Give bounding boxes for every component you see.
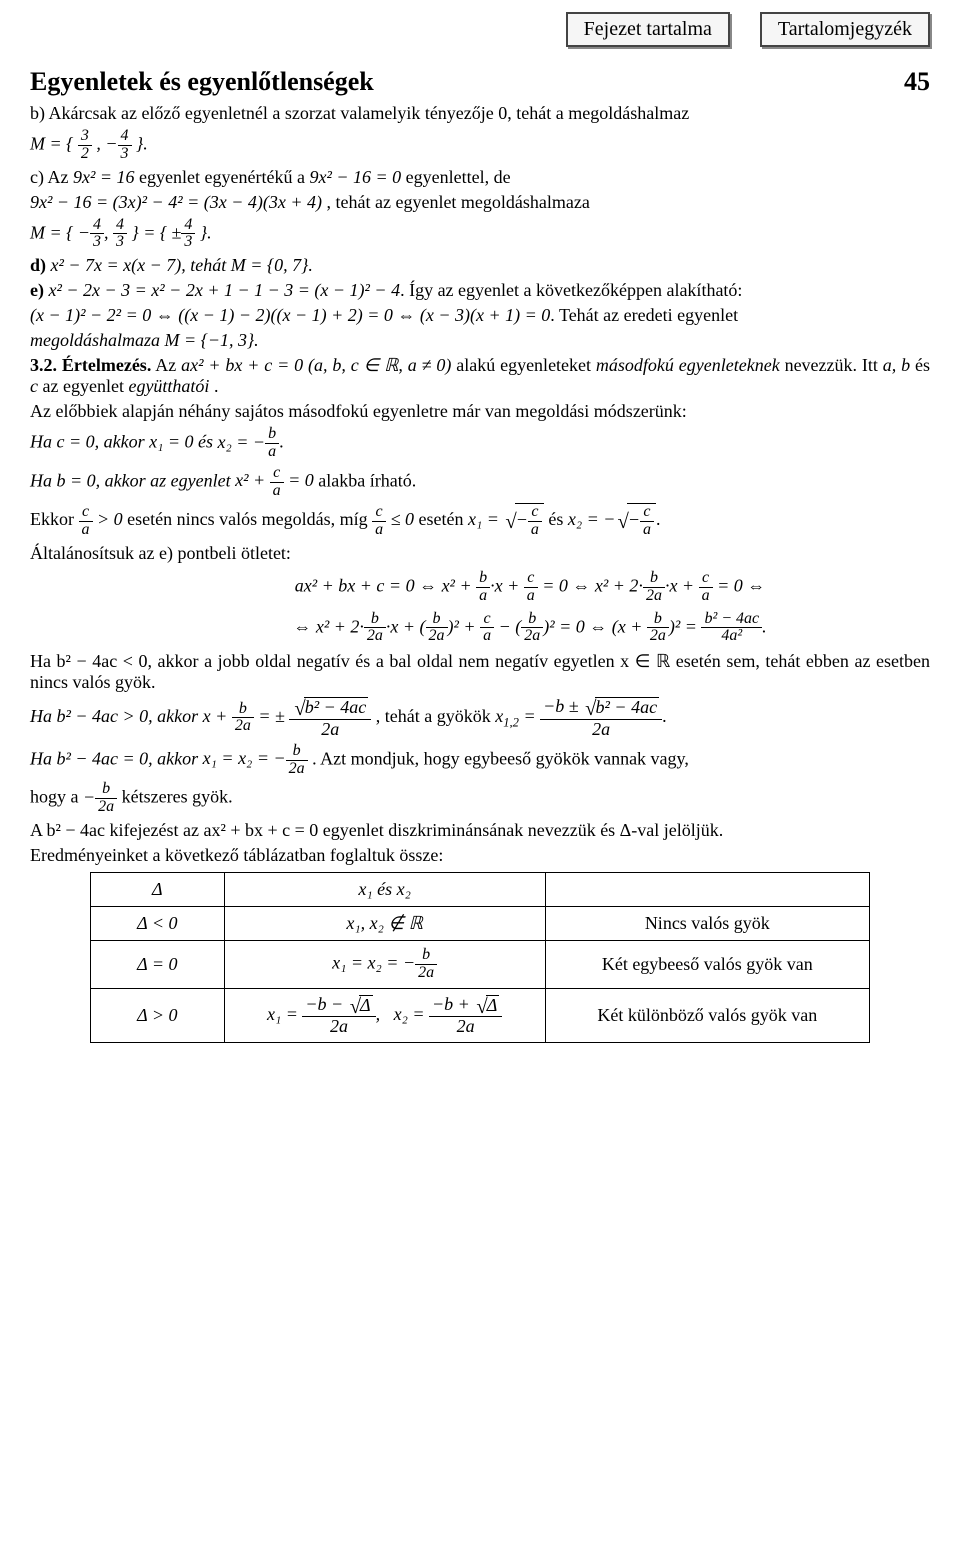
ekkor-line: Ekkor ca > 0 esetén nincs valós megoldás… [30, 503, 930, 539]
item-d: d) x² − 7x = x(x − 7), tehát M = {0, 7}. [30, 255, 930, 276]
derivation-2: ⇔ x² + 2·b2a·x + (b2a)² + ca − (b2a)² = … [130, 611, 930, 646]
toc-button[interactable]: Tartalomjegyzék [760, 12, 930, 47]
item-c-set: M = { −43, 43 } = { ±43 }. [30, 217, 930, 252]
sec32-i: együtthatói [128, 376, 209, 396]
case-b-zero: Ha b = 0, akkor az egyenlet x² + ca = 0 … [30, 465, 930, 500]
table-row: Δ > 0 x₁ = −b − Δ2a, x₂ = −b + Δ2a Két k… [91, 988, 870, 1043]
e-end: . Tehát az eredeti egyenlet [550, 305, 738, 325]
c-line2a: 9x² − 16 = (3x)² − 4² = (3x − 4)(3x + 4) [30, 192, 322, 212]
case-c-zero: Ha c = 0, akkor x₁ = 0 és x₂ = −ba. [30, 426, 930, 461]
zero-disc-b: . Azt mondjuk, hogy egybeeső gyökök vann… [312, 748, 689, 768]
cell-roots-pos: x₁ = −b − Δ2a, x₂ = −b + Δ2a [224, 988, 545, 1043]
pos-disc-b: , tehát a gyökök [376, 706, 495, 726]
c-mid2: egyenlettel, de [406, 167, 511, 187]
zero-disc-d: kétszeres gyök. [122, 787, 233, 807]
title-bar: Egyenletek és egyenlőtlenségek 45 [30, 67, 930, 97]
top-nav: Fejezet tartalma Tartalomjegyzék [30, 12, 930, 47]
neg-disc: Ha b² − 4ac < 0, akkor a jobb oldal nega… [30, 651, 930, 693]
sec32-b: alakú egyenleteket [456, 355, 596, 375]
item-b-intro: b) Akárcsak az előző egyenletnél a szorz… [30, 103, 689, 123]
page-number: 45 [904, 67, 930, 97]
generalize: Általánosítsuk az e) pontbeli ötletet: [30, 543, 930, 564]
ha-b0-c: alakba írható. [318, 470, 416, 490]
cell-d-pos: Δ > 0 [91, 988, 225, 1043]
item-e-line3: megoldáshalmaza M = {−1, 3}. [30, 330, 930, 351]
sec32-title: 3.2. Értelmezés. [30, 355, 151, 375]
cell-desc-pos: Két különböző valós gyök van [545, 988, 869, 1043]
cell-d-neg: Δ < 0 [91, 906, 225, 940]
cell-roots-neg: x₁, x₂ ∉ ℝ [224, 906, 545, 940]
sec32-e: a, b [883, 355, 910, 375]
item-c-line2: 9x² − 16 = (3x)² − 4² = (3x − 4)(3x + 4)… [30, 192, 930, 213]
c-mid1: egyenlet egyenértékű a [139, 167, 309, 187]
summary-table: Δ x₁ és x₂ Δ < 0 x₁, x₂ ∉ ℝ Nincs valós … [90, 872, 870, 1043]
discriminant-def: A b² − 4ac kifejezést az ax² + bx + c = … [30, 820, 930, 841]
zero-disc-a: Ha b² − 4ac = 0, akkor [30, 748, 203, 768]
cell-desc-zero: Két egybeeső valós gyök van [545, 940, 869, 988]
table-row: Δ x₁ és x₂ [91, 872, 870, 906]
item-b-text: b) Akárcsak az előző egyenletnél a szorz… [30, 103, 930, 124]
sec32-f: és [915, 355, 930, 375]
chapter-contents-button[interactable]: Fejezet tartalma [566, 12, 730, 47]
ekkor-c: esetén [419, 509, 468, 529]
c-eq1: 9x² = 16 [73, 167, 135, 187]
c-start: c) Az [30, 167, 73, 187]
c-eq2: 9x² − 16 = 0 [309, 167, 401, 187]
table-intro: Eredményeinket a következő táblázatban f… [30, 845, 930, 866]
zero-disc-c: hogy a [30, 787, 83, 807]
methods-intro: Az előbbiek alapján néhány sajátos másod… [30, 401, 930, 422]
sec32-eq: ax² + bx + c = 0 (a, b, c ∈ ℝ, a ≠ 0) [181, 355, 451, 375]
sec32-h: az egyenlet [43, 376, 129, 396]
ha-c0-a: Ha c = 0, akkor x₁ = 0 és [30, 432, 218, 452]
e-end2: megoldáshalmaza M = {−1, 3}. [30, 330, 259, 350]
section-3-2: 3.2. Értelmezés. Az ax² + bx + c = 0 (a,… [30, 355, 930, 397]
ha-b0-a: Ha b = 0, akkor az egyenlet [30, 470, 235, 490]
page-root: Fejezet tartalma Tartalomjegyzék Egyenle… [0, 0, 960, 1073]
sec32-c: másodfokú egyenleteknek [596, 355, 780, 375]
pos-disc-a: Ha b² − 4ac > 0, akkor [30, 706, 203, 726]
table-row: Δ < 0 x₁, x₂ ∉ ℝ Nincs valós gyök [91, 906, 870, 940]
ekkor-b: esetén nincs valós megoldás, míg [127, 509, 372, 529]
sec32-j: . [214, 376, 219, 396]
item-b-set: M = { 32 , −43 }. [30, 128, 930, 163]
e-text2: . Így az egyenlet a következőképpen alak… [400, 280, 742, 300]
th-delta: Δ [91, 872, 225, 906]
zero-disc: Ha b² − 4ac = 0, akkor x₁ = x₂ = −b2a . … [30, 743, 930, 778]
ekkor-a: Ekkor [30, 509, 79, 529]
page-title: Egyenletek és egyenlőtlenségek [30, 67, 374, 97]
sec32-a: Az [155, 355, 181, 375]
table-row: Δ = 0 x₁ = x₂ = −b2a Két egybeeső valós … [91, 940, 870, 988]
th-desc [545, 872, 869, 906]
zero-disc-2: hogy a −b2a kétszeres gyök. [30, 781, 930, 816]
e-text1: x² − 2x − 3 = x² − 2x + 1 − 1 − 3 = (x −… [48, 280, 400, 300]
d-text: x² − 7x = x(x − 7), tehát M = {0, 7}. [51, 255, 313, 275]
sec32-g: c [30, 376, 38, 396]
ekkor-d: és [548, 509, 568, 529]
item-e-line2: (x − 1)² − 2² = 0 ⇔ ((x − 1) − 2)((x − 1… [30, 305, 930, 326]
cell-roots-zero: x₁ = x₂ = −b2a [224, 940, 545, 988]
sec32-d: nevezzük. Itt [785, 355, 883, 375]
item-c-line1: c) Az 9x² = 16 egyenlet egyenértékű a 9x… [30, 167, 930, 188]
derivation-1: ax² + bx + c = 0 ⇔ x² + ba·x + ca = 0 ⇔ … [130, 570, 930, 605]
pos-disc: Ha b² − 4ac > 0, akkor x + b2a = ± b² − … [30, 697, 930, 739]
c-line2b: , tehát az egyenlet megoldáshalmaza [327, 192, 590, 212]
cell-desc-neg: Nincs valós gyök [545, 906, 869, 940]
cell-d-zero: Δ = 0 [91, 940, 225, 988]
th-roots: x₁ és x₂ [224, 872, 545, 906]
item-e-line1: e) x² − 2x − 3 = x² − 2x + 1 − 1 − 3 = (… [30, 280, 930, 301]
e-line2: (x − 1)² − 2² = 0 ⇔ ((x − 1) − 2)((x − 1… [30, 305, 550, 325]
